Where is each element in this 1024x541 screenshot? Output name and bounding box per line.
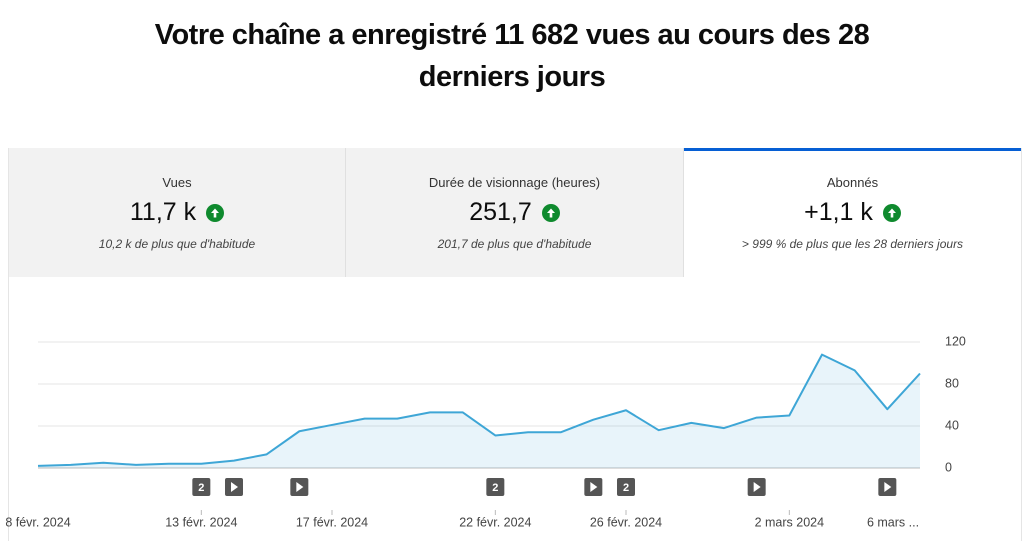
up-icon	[541, 203, 560, 222]
x-tick-label: 2 mars 2024	[755, 515, 825, 529]
event-marker	[878, 478, 897, 496]
event-label: 2	[623, 482, 629, 494]
y-tick-label: 120	[945, 334, 966, 348]
tab-value-row: 11,7 k	[9, 198, 345, 227]
event-marker: 2	[617, 478, 635, 496]
y-tick-label: 80	[945, 376, 959, 390]
tab-label: Abonnés	[826, 175, 879, 190]
x-tick-label: 6 mars ...	[867, 515, 919, 529]
tab-value: 11,7 k	[129, 198, 197, 226]
x-tick-label: 17 févr. 2024	[296, 515, 368, 529]
event-marker: 2	[192, 478, 211, 496]
title: Votre chaîne a enregistré 11 682 vues au…	[154, 19, 870, 93]
tab-value-row: 251,7	[346, 198, 683, 227]
x-tick-label: 26 févr. 2024	[590, 515, 662, 529]
play-icon	[231, 482, 238, 492]
header: Votre chaîne a enregistré 11 682 vues au…	[0, 14, 1024, 98]
up-icon	[206, 203, 225, 222]
event-box	[192, 478, 211, 496]
x-tick-label: 8 févr. 2024	[5, 515, 70, 529]
tab-note: 201,7 de plus que d'habitude	[437, 237, 592, 251]
tab-value-row: +1,1 k	[684, 198, 1021, 227]
y-tick-label: 40	[945, 418, 959, 432]
tab[interactable]: Vues 11,7 k 10,2 k de plus que d'habitud…	[9, 148, 346, 277]
event-marker	[225, 478, 243, 496]
tab-note: 10,2 k de plus que d'habitude	[98, 237, 256, 251]
play-icon	[753, 482, 761, 492]
event-marker: 2	[486, 478, 505, 496]
event-marker	[290, 478, 309, 496]
play-icon	[590, 482, 598, 492]
event-marker	[584, 478, 603, 496]
x-tick-label: 13 févr. 2024	[165, 515, 237, 529]
event-box	[617, 478, 635, 496]
y-tick-label: 0	[945, 460, 952, 474]
play-icon	[884, 482, 892, 492]
tab-value: 251,7	[469, 198, 532, 226]
tab[interactable]: Durée de visionnage (heures) 251,7 201,7…	[346, 148, 684, 277]
tab-label: Vues	[162, 175, 192, 190]
play-icon	[296, 482, 304, 492]
event-box	[486, 478, 505, 496]
event-label: 2	[492, 482, 498, 494]
tab-value: +1,1 k	[804, 198, 873, 226]
tab-label: Durée de visionnage (heures)	[428, 175, 601, 190]
x-tick-label: 22 févr. 2024	[459, 515, 531, 529]
event-marker	[747, 478, 766, 496]
up-icon	[882, 203, 901, 222]
event-label: 2	[198, 482, 204, 494]
metric-cards: Vues 11,7 k 10,2 k de plus que d'habitud…	[8, 148, 1022, 541]
tab[interactable]: Abonnés +1,1 k > 999 % de plus que les 2…	[684, 148, 1021, 277]
area	[38, 354, 920, 468]
tab-note: > 999 % de plus que les 28 derniers jour…	[741, 237, 964, 251]
line	[37, 353, 921, 467]
